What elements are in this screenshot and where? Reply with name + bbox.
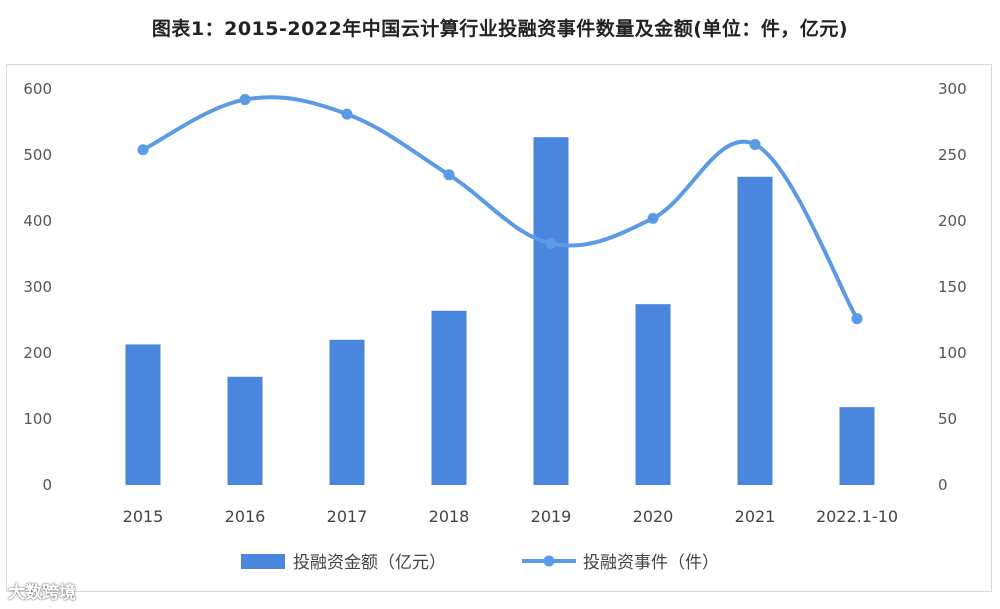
x-tick-label: 2019	[531, 507, 572, 526]
y-right-tick-label: 250	[938, 146, 967, 164]
y-right-tick-label: 150	[938, 278, 967, 296]
y-right-tick-label: 300	[938, 80, 967, 98]
y-axis-left: 0 100 200 300 400 500 600	[23, 80, 52, 494]
line-point-2020	[647, 212, 659, 224]
bar-2020	[635, 304, 671, 485]
bar-2015	[125, 344, 161, 485]
chart-frame	[6, 64, 992, 592]
x-tick-label: 2022.1-10	[816, 507, 898, 526]
x-tick-label: 2016	[225, 507, 266, 526]
y-right-tick-label: 100	[938, 344, 967, 362]
line-point-2016	[239, 94, 251, 106]
y-left-tick-label: 100	[23, 410, 52, 428]
bar-series	[125, 137, 875, 485]
x-axis: 2015 2016 2017 2018 2019 2020 2021 2022.1-10	[123, 507, 898, 526]
y-right-tick-label: 50	[938, 410, 957, 428]
bar-2021	[737, 176, 773, 485]
line-point-2015	[137, 144, 149, 156]
legend-bar-swatch	[241, 554, 285, 569]
line-series-points	[137, 94, 863, 325]
x-tick-label: 2020	[633, 507, 674, 526]
line-point-2021	[749, 138, 761, 150]
line-point-2017	[341, 108, 353, 120]
y-left-tick-label: 0	[42, 476, 52, 494]
y-left-tick-label: 200	[23, 344, 52, 362]
x-tick-label: 2017	[327, 507, 368, 526]
y-right-tick-label: 200	[938, 212, 967, 230]
line-point-2018	[443, 169, 455, 181]
x-tick-label: 2018	[429, 507, 470, 526]
bar-2016	[227, 376, 263, 485]
legend-line-label: 投融资事件（件）	[583, 553, 719, 573]
bar-2022.1-10	[839, 407, 875, 485]
x-tick-label: 2021	[735, 507, 776, 526]
y-left-tick-label: 400	[23, 212, 52, 230]
y-left-tick-label: 300	[23, 278, 52, 296]
line-point-2022.1-10	[851, 313, 863, 325]
y-left-tick-label: 500	[23, 146, 52, 164]
footer-watermark: 大数跨境	[8, 583, 76, 603]
y-axis-right: 0 50 100 150 200 250 300	[938, 80, 967, 494]
line-point-2019	[545, 237, 557, 249]
legend-bar-label: 投融资金额（亿元）	[293, 553, 446, 573]
x-tick-label: 2015	[123, 507, 164, 526]
y-left-tick-label: 600	[23, 80, 52, 98]
bar-2017	[329, 339, 365, 485]
legend: 投融资金额（亿元） 投融资事件（件）	[241, 553, 719, 573]
bar-2018	[431, 310, 467, 485]
y-right-tick-label: 0	[938, 476, 948, 494]
legend-line-marker	[543, 555, 555, 567]
chart-title: 图表1：2015-2022年中国云计算行业投融资事件数量及金额(单位：件，亿元)	[151, 18, 849, 40]
bar-2019	[533, 137, 569, 485]
